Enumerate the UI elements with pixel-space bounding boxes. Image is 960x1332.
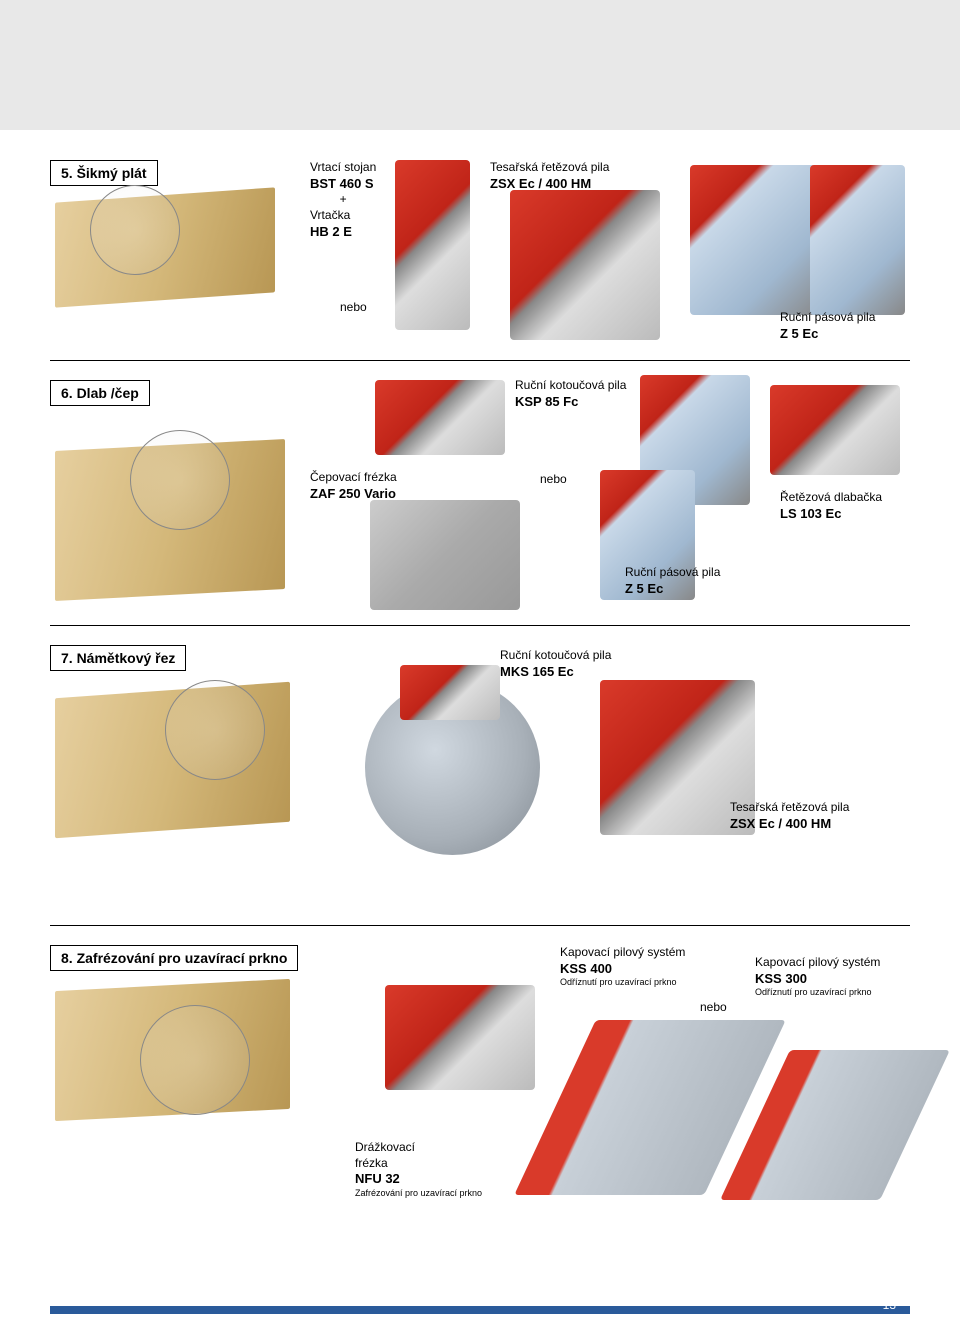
tool-bst460s-image (395, 160, 470, 330)
text: Čepovací frézka (310, 470, 397, 486)
label-z5ec-6: Ruční pásová pila Z 5 Ec (625, 565, 720, 597)
text: Kapovací pilový systém (755, 955, 880, 971)
tool-z5ec-image (690, 165, 820, 315)
text: Řetězová dlabačka (780, 490, 882, 506)
detail-circle-5 (90, 185, 180, 275)
text: KSP 85 Fc (515, 394, 626, 411)
text: Ruční kotoučová pila (515, 378, 626, 394)
nebo-8: nebo (700, 1000, 727, 1014)
label-ls103: Řetězová dlabačka LS 103 Ec (780, 490, 882, 522)
detail-circle-6 (130, 430, 230, 530)
label-zsx-ec: Tesařská řetězová pila ZSX Ec / 400 HM (490, 160, 609, 192)
tool-zaf250-image (370, 500, 520, 610)
divider-5-6 (50, 360, 910, 361)
label-z5ec: Ruční pásová pila Z 5 Ec (780, 310, 875, 342)
text: KSS 300 (755, 971, 880, 988)
text: ZSX Ec / 400 HM (730, 816, 849, 833)
text: Ruční kotoučová pila (500, 648, 611, 664)
section-7-title: 7. Námětkový řez (50, 645, 186, 671)
label-zsx-7: Tesařská řetězová pila ZSX Ec / 400 HM (730, 800, 849, 832)
text: frézka (355, 1156, 482, 1172)
text: Ruční pásová pila (625, 565, 720, 581)
tool-ksp85-image (375, 380, 505, 455)
tool-mks165-top (400, 665, 500, 720)
label-zaf250: Čepovací frézka ZAF 250 Vario (310, 470, 397, 502)
section-6-title: 6. Dlab /čep (50, 380, 150, 406)
page-number: 13 (883, 1298, 896, 1312)
text: Z 5 Ec (780, 326, 875, 343)
nebo-6: nebo (540, 472, 567, 486)
text: Odříznutí pro uzavírací prkno (560, 977, 685, 989)
label-kss300: Kapovací pilový systém KSS 300 Odříznutí… (755, 955, 880, 999)
label-ksp85: Ruční kotoučová pila KSP 85 Fc (515, 378, 626, 410)
header-band (0, 0, 960, 130)
text: Vrtačka (310, 208, 376, 224)
text: KSS 400 (560, 961, 685, 978)
tool-zsx-image (510, 190, 660, 340)
nebo-5: nebo (340, 300, 367, 314)
text: BST 460 S (310, 176, 376, 193)
detail-circle-8 (140, 1005, 250, 1115)
label-nfu32: Drážkovací frézka NFU 32 Zafrézování pro… (355, 1140, 482, 1200)
text: MKS 165 Ec (500, 664, 611, 681)
text: HB 2 E (310, 224, 376, 241)
text: Vrtací stojan (310, 160, 376, 176)
divider-7-8 (50, 925, 910, 926)
text: Tesařská řetězová pila (490, 160, 609, 176)
text: LS 103 Ec (780, 506, 882, 523)
text: Drážkovací (355, 1140, 482, 1156)
text: Z 5 Ec (625, 581, 720, 598)
section-5-title: 5. Šikmý plát (50, 160, 158, 186)
text: NFU 32 (355, 1171, 482, 1188)
tool-z5ec-image2 (810, 165, 905, 315)
text: + (310, 192, 376, 208)
detail-circle-7 (165, 680, 265, 780)
section-8-title: 8. Zafrézování pro uzavírací prkno (50, 945, 298, 971)
divider-6-7 (50, 625, 910, 626)
tool-nfu32-image (385, 985, 535, 1090)
text: Ruční pásová pila (780, 310, 875, 326)
tool-ls103-image (770, 385, 900, 475)
text: Kapovací pilový systém (560, 945, 685, 961)
label-bst460s: Vrtací stojan BST 460 S + Vrtačka HB 2 E (310, 160, 376, 241)
label-mks165: Ruční kotoučová pila MKS 165 Ec (500, 648, 611, 680)
text: Zafrézování pro uzavírací prkno (355, 1188, 482, 1200)
label-kss400: Kapovací pilový systém KSS 400 Odříznutí… (560, 945, 685, 989)
footer-band (50, 1306, 910, 1314)
text: Tesařská řetězová pila (730, 800, 849, 816)
text: Odříznutí pro uzavírací prkno (755, 987, 880, 999)
